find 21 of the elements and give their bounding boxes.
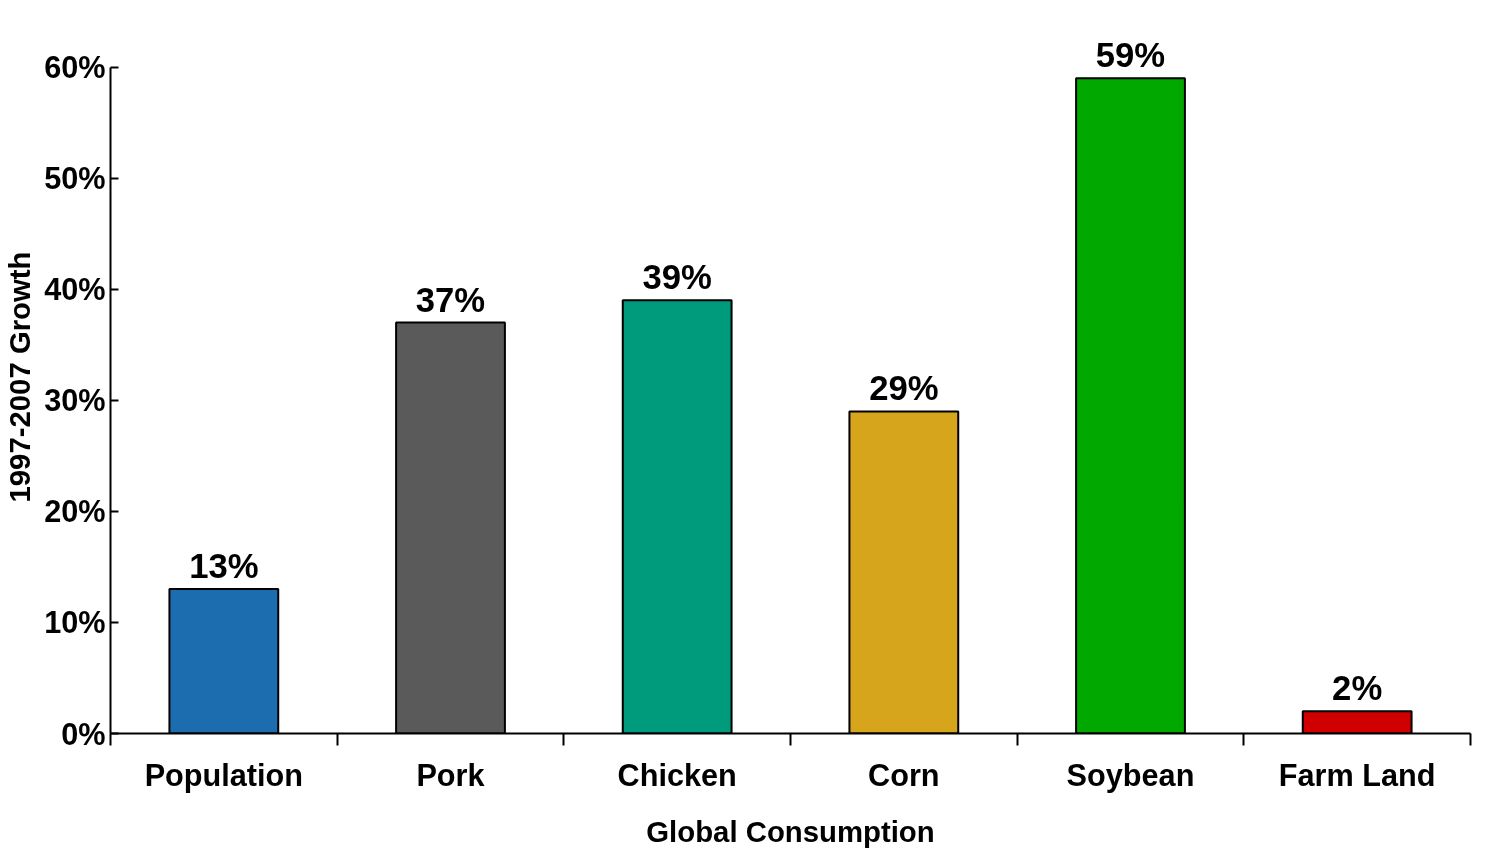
data-label: 29% [869,369,939,408]
y-tick-label: 60% [44,50,106,85]
data-label: 59% [1095,36,1166,75]
x-tick-label: Corn [868,757,940,792]
data-label: 39% [642,258,712,297]
y-tick-label: 50% [44,161,106,196]
x-tick-label: Soybean [1066,757,1195,793]
data-label: 37% [415,280,486,319]
y-tick-label: 10% [44,605,106,640]
data-label: 2% [1332,669,1383,708]
y-tick-label: 0% [61,716,106,751]
data-label: 13% [189,547,259,586]
x-tick-label: Population [144,757,304,793]
y-axis-title: 1997-2007 Growth [3,251,37,503]
x-tick-label: Chicken [617,757,737,792]
x-tick-label: Pork [416,757,486,792]
x-tick-label: Farm Land [1278,757,1436,792]
y-tick-label: 40% [44,272,106,307]
y-tick-label: 30% [44,383,106,418]
y-tick-label: 20% [44,494,106,529]
x-axis-title: Global Consumption [646,814,935,848]
